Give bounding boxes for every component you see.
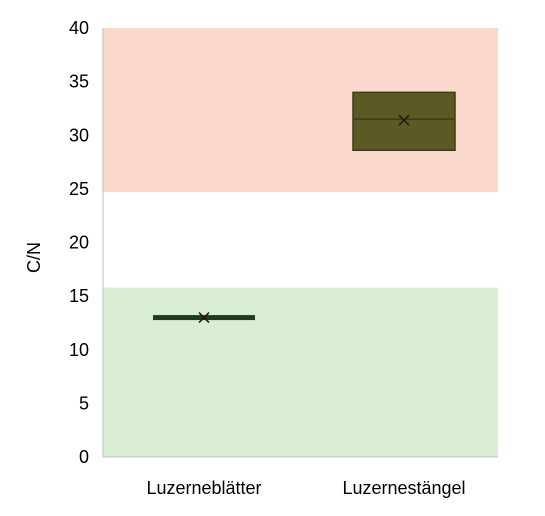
- y-tick-label: 0: [79, 447, 89, 467]
- y-tick-label: 15: [69, 286, 89, 306]
- category-labels: Luzerneblätter Luzernestängel: [146, 478, 465, 498]
- y-tick-label: 25: [69, 179, 89, 199]
- band-1: [103, 287, 498, 457]
- y-axis-label: C/N: [24, 242, 44, 273]
- boxes: [153, 91, 456, 324]
- y-tick-label: 35: [69, 72, 89, 92]
- y-tick-label: 5: [79, 393, 89, 413]
- category-label: Luzernestängel: [342, 478, 465, 498]
- y-tick-label: 10: [69, 340, 89, 360]
- y-tick-label: 30: [69, 125, 89, 145]
- y-tick-label: 40: [69, 18, 89, 38]
- mean-marker-0: [198, 312, 210, 324]
- category-label: Luzerneblätter: [146, 478, 261, 498]
- y-tick-label: 20: [69, 233, 89, 253]
- mean-marker-1: [398, 114, 410, 126]
- y-tick-labels: 0 5 10 15 20 25 30 35 40: [69, 18, 89, 467]
